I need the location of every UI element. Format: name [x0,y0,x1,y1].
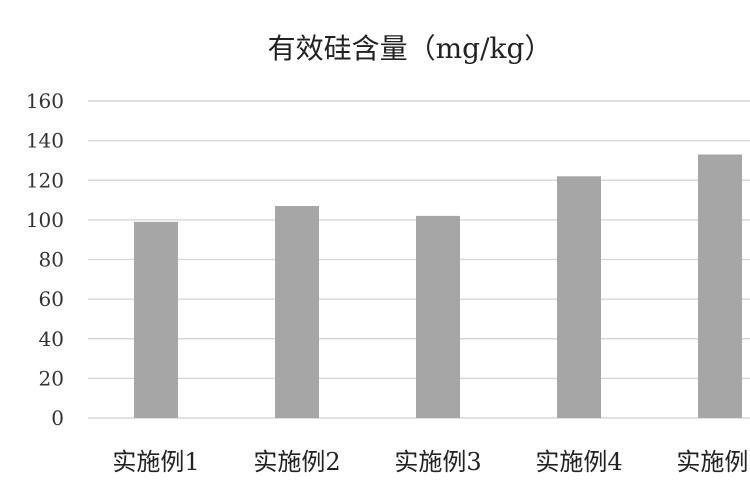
chart-title: 有效硅含量（mg/kg） [268,32,553,65]
y-tick-label: 140 [26,129,64,153]
bar [698,154,742,418]
bar [416,215,460,418]
y-tick-label: 60 [39,287,64,311]
y-tick-label: 0 [51,406,64,430]
y-tick-label: 80 [39,248,64,272]
bar [557,176,601,418]
x-category-label: 实施例3 [394,448,481,476]
y-tick-label: 20 [39,366,64,390]
x-category-label: 实施例5 [676,448,750,476]
y-tick-label: 100 [26,208,64,232]
x-category-label: 实施例4 [535,448,622,476]
y-tick-label: 120 [26,168,64,192]
x-category-label: 实施例2 [253,448,340,476]
bar [134,221,178,418]
x-category-label: 实施例1 [112,448,199,476]
y-tick-label: 40 [39,327,64,351]
bar [275,206,319,418]
y-tick-label: 160 [26,89,64,113]
